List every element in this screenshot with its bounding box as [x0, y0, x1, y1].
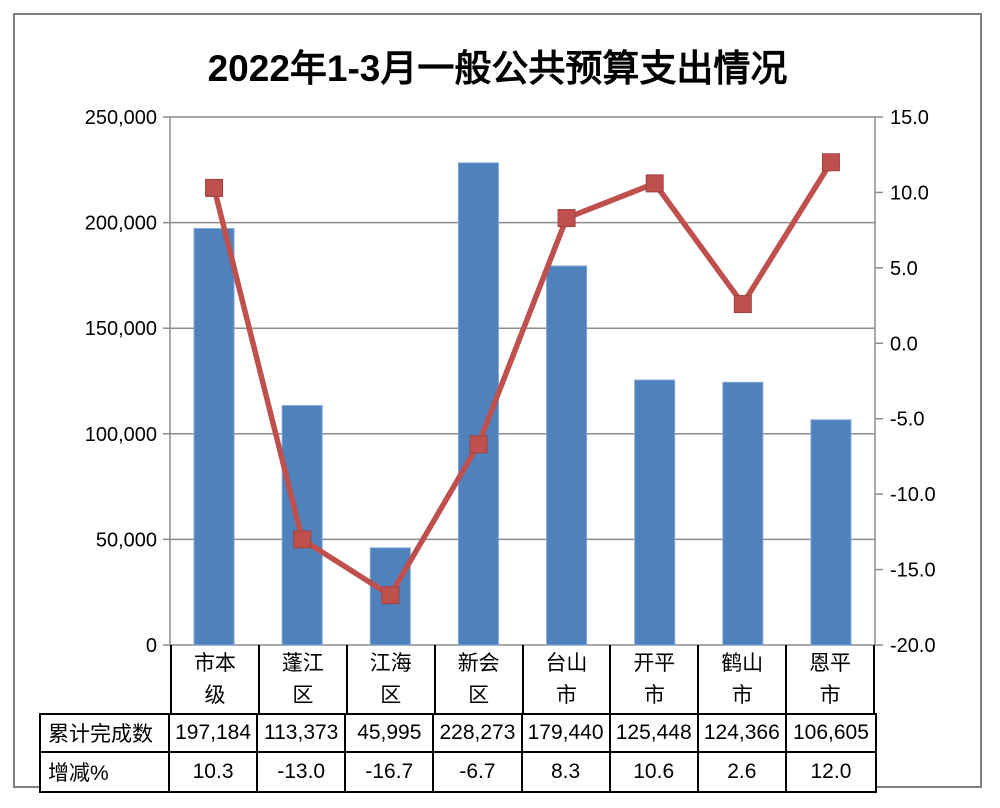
bar	[722, 381, 764, 646]
chart-title: 2022年1-3月一般公共预算支出情况	[207, 48, 788, 89]
category-label: 市本级	[170, 645, 258, 715]
y-right-tick-label: 0.0	[890, 333, 918, 355]
table-row-label: 增减%	[41, 753, 170, 791]
category-label: 台山市	[521, 645, 610, 715]
table-value-cell: 197,184	[170, 715, 259, 753]
line-marker	[821, 153, 840, 172]
table-value-cell: 2.6	[699, 753, 787, 791]
table-value-cell: 45,995	[346, 715, 435, 753]
y-left-tick-label: 50,000	[96, 529, 157, 551]
table-value-cell: 10.6	[611, 753, 699, 791]
category-label: 恩平市	[785, 645, 875, 715]
line-marker	[293, 530, 312, 549]
table-row-label: 累计完成数	[41, 715, 170, 753]
y-right-tick-label: -15.0	[890, 560, 936, 582]
category-label: 鹤山市	[697, 645, 785, 715]
y-left-tick-label: 150,000	[85, 318, 157, 340]
y-right-tick-label: -10.0	[890, 484, 936, 506]
category-label: 开平市	[609, 645, 697, 715]
table-value-cell: 125,448	[610, 715, 699, 753]
chart-data-table: 累计完成数 197,184 113,373 45,995 228,273 179,440 1…	[39, 713, 877, 793]
y-left-tick-label: 100,000	[85, 424, 157, 446]
bar	[546, 265, 588, 646]
table-value-cell: 8.3	[523, 753, 611, 791]
table-value-cell: 179,440	[522, 715, 611, 753]
line-marker	[733, 295, 752, 314]
table-value-cell: -16.7	[346, 753, 435, 791]
category-label: 新会区	[433, 645, 522, 715]
table-value-cell: 113,373	[258, 715, 347, 753]
trend-line	[211, 159, 834, 598]
y-right-tick-label: -20.0	[890, 635, 936, 657]
line-marker	[645, 174, 664, 193]
y-left-tick-label: 250,000	[85, 107, 157, 129]
y-right-tick-label: 10.0	[890, 182, 929, 204]
line-marker	[469, 435, 488, 454]
category-label: 江海区	[345, 645, 434, 715]
table-value-cell: -6.7	[434, 753, 523, 791]
line-marker	[557, 209, 576, 228]
y-right-tick-label: 5.0	[890, 258, 918, 280]
y-right-tick-label: -5.0	[890, 409, 924, 431]
table-value-cell: 106,605	[786, 715, 875, 753]
table-value-cell: 228,273	[434, 715, 523, 753]
bar	[281, 405, 323, 646]
y-left-tick-label: 0	[146, 635, 157, 657]
category-label: 蓬江区	[257, 645, 346, 715]
line-marker	[381, 586, 400, 605]
bar	[193, 228, 235, 646]
y-right-tick-label: 15.0	[890, 107, 929, 129]
category-header-row: 市本级 蓬江区 江海区 新会区 台山市 开平市 鹤山市 恩平市	[170, 645, 875, 715]
table-value-cell: -13.0	[258, 753, 347, 791]
table-value-cell: 12.0	[810, 760, 852, 783]
y-left-tick-label: 200,000	[85, 213, 157, 235]
table-value-cell: 124,366	[698, 715, 787, 753]
line-marker	[205, 178, 224, 197]
table-value-cell: 10.3	[170, 753, 259, 791]
bar	[634, 379, 676, 646]
bar	[810, 419, 852, 646]
